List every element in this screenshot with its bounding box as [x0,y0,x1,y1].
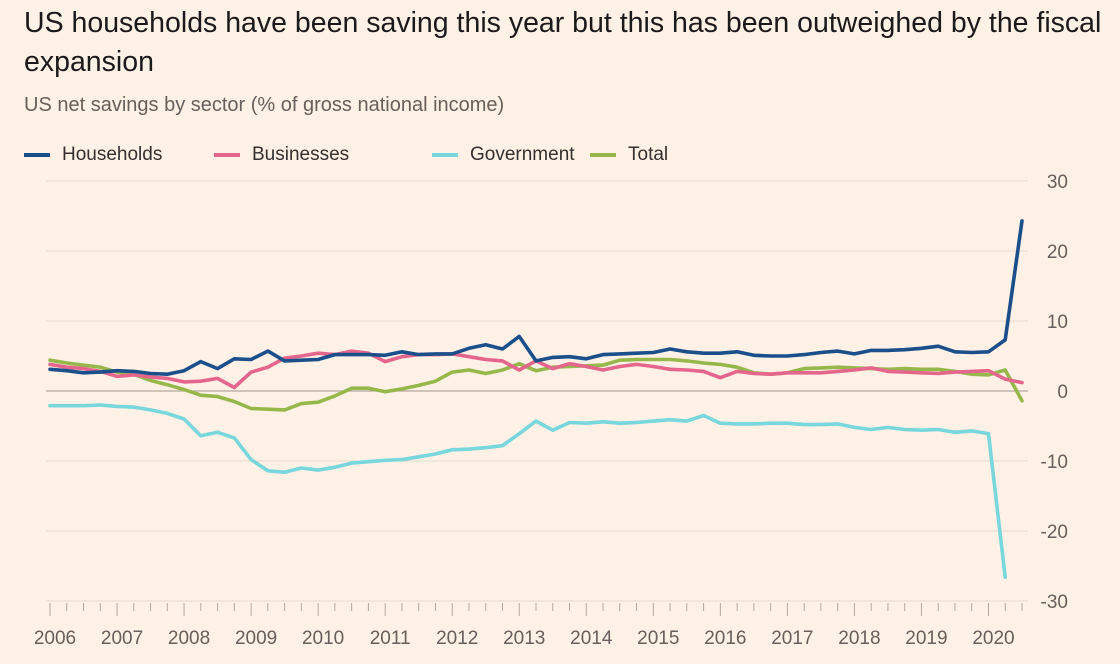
legend-item-households: Households [24,144,214,166]
series-line-households [48,219,1024,377]
y-tick-label: 20 [1047,242,1068,263]
x-tick-label: 2007 [101,628,143,649]
y-tick-label: -10 [1041,452,1068,473]
x-tick-label: 2009 [235,628,277,649]
y-tick-label: 10 [1047,312,1068,333]
chart-subtitle: US net savings by sector (% of gross nat… [24,94,505,116]
legend-item-total: Total [590,144,668,166]
chart-title: US households have been saving this year… [24,7,1102,78]
x-tick-label: 2015 [637,628,679,649]
x-tick-label: 2006 [34,628,76,649]
legend-label-households: Households [62,144,163,165]
x-tick-label: 2012 [436,628,478,649]
legend-swatch-government [432,153,458,157]
legend-swatch-total [590,153,616,157]
legend-label-businesses: Businesses [252,144,350,165]
x-tick-label: 2020 [972,628,1014,649]
series-line-government [48,403,1008,580]
x-tick-label: 2018 [838,628,880,649]
legend-label-government: Government [470,144,575,165]
y-tick-label: -30 [1041,592,1068,613]
x-tick-label: 2011 [370,628,411,649]
legend-item-businesses: Businesses [214,144,432,166]
legend-swatch-businesses [214,153,240,157]
chart-legend: Households Businesses Government Total [24,142,668,168]
y-tick-label: -20 [1041,522,1068,543]
y-tick-label: 0 [1057,382,1068,403]
x-tick-label: 2017 [771,628,813,649]
x-tick-label: 2013 [503,628,545,649]
x-tick-label: 2014 [570,628,613,649]
x-tick-label: 2008 [168,628,210,649]
x-tick-label: 2016 [704,628,746,649]
legend-label-total: Total [628,144,669,165]
y-tick-label: 30 [1047,172,1068,193]
x-tick-label: 2010 [302,628,344,649]
legend-item-government: Government [432,144,590,166]
series-line-total [48,357,1024,412]
legend-swatch-households [24,153,50,157]
x-tick-label: 2019 [905,628,947,649]
